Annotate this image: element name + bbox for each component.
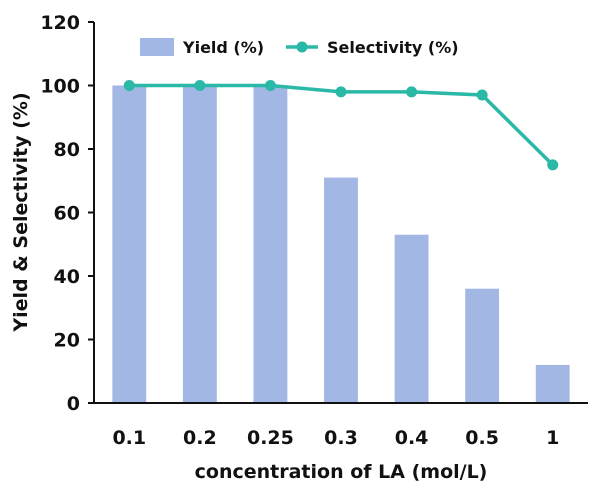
x-tick-label: 0.4 bbox=[395, 427, 429, 449]
x-axis-title: concentration of LA (mol/L) bbox=[195, 461, 488, 483]
y-ticks-group: 0 20 40 60 80 100 120 bbox=[40, 12, 94, 415]
bar-yield bbox=[253, 85, 288, 403]
legend-yield-label: Yield (%) bbox=[182, 38, 264, 57]
point-selectivity bbox=[194, 80, 206, 91]
legend-yield-swatch bbox=[140, 38, 174, 56]
y-tick-label: 0 bbox=[67, 393, 80, 415]
line-series-group bbox=[123, 80, 559, 171]
point-selectivity bbox=[406, 86, 418, 98]
bar-yield bbox=[182, 85, 217, 403]
bar-yield bbox=[112, 85, 147, 403]
legend-selectivity-label: Selectivity (%) bbox=[327, 38, 459, 57]
point-selectivity bbox=[547, 159, 559, 171]
bar-yield bbox=[535, 364, 570, 403]
point-selectivity bbox=[476, 89, 488, 101]
x-tick-label: 0.1 bbox=[112, 427, 146, 449]
bar-yield bbox=[465, 288, 500, 403]
point-selectivity bbox=[264, 80, 276, 91]
bar-yield bbox=[394, 234, 429, 403]
x-tick-label: 0.2 bbox=[183, 427, 217, 449]
x-tick-label: 0.3 bbox=[324, 427, 358, 449]
x-tick-label: 0.5 bbox=[465, 427, 499, 449]
bar-yield bbox=[324, 177, 358, 403]
bars-group bbox=[112, 85, 570, 403]
x-tick-label: 0.25 bbox=[247, 427, 294, 449]
y-axis-title: Yield & Selectivity (%) bbox=[10, 92, 32, 332]
point-selectivity bbox=[123, 80, 135, 91]
x-ticks-group: 0.1 0.2 0.25 0.3 0.4 0.5 1 bbox=[112, 427, 559, 449]
x-tick-label: 1 bbox=[546, 427, 559, 449]
y-tick-label: 60 bbox=[54, 203, 80, 225]
y-tick-label: 80 bbox=[54, 139, 80, 161]
y-tick-label: 120 bbox=[40, 12, 80, 34]
legend: Yield (%) Selectivity (%) bbox=[140, 38, 459, 57]
point-selectivity bbox=[335, 86, 347, 98]
y-tick-label: 20 bbox=[54, 330, 80, 352]
y-tick-label: 100 bbox=[40, 76, 80, 98]
y-tick-label: 40 bbox=[54, 266, 80, 288]
legend-selectivity-marker bbox=[296, 41, 308, 53]
